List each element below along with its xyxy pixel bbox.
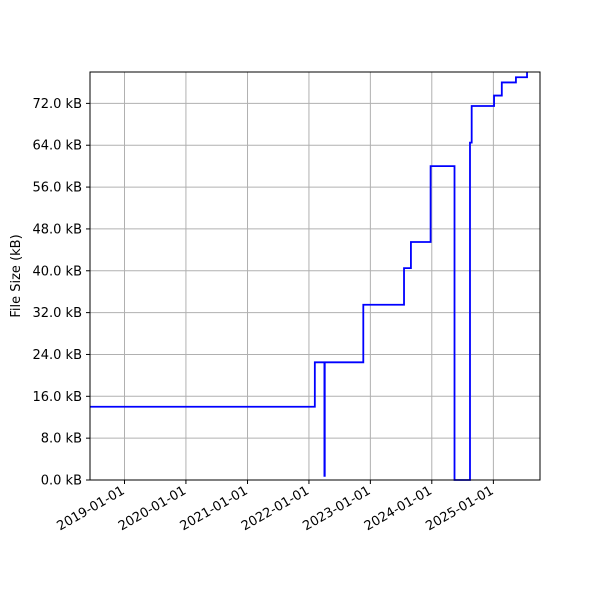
y-tick-label: 48.0 kB (32, 222, 82, 237)
x-tick-label: 2024-01-01 (362, 483, 435, 534)
x-tick-label: 2021-01-01 (178, 483, 251, 534)
y-tick-label: 64.0 kB (32, 139, 82, 154)
y-tick-label: 72.0 kB (32, 97, 82, 112)
y-tick-label: 56.0 kB (32, 181, 82, 196)
y-tick-label: 8.0 kB (41, 432, 82, 447)
y-tick-label: 24.0 kB (32, 348, 82, 363)
y-tick-label: 16.0 kB (32, 390, 82, 405)
x-tick-label: 2019-01-01 (55, 483, 128, 534)
x-tick-label: 2023-01-01 (300, 483, 373, 534)
y-tick-label: 40.0 kB (32, 264, 82, 279)
series-layer (90, 72, 528, 481)
plot-frame (89, 71, 541, 481)
y-tick-label: 32.0 kB (32, 306, 82, 321)
x-tick-label: 2020-01-01 (116, 483, 189, 534)
x-tick-label: 2022-01-01 (239, 483, 312, 534)
y-axis-label: File Size (kB) (9, 234, 24, 317)
x-tick-label: 2025-01-01 (423, 483, 496, 534)
grid-layer (90, 72, 540, 481)
ticks-layer: 2019-01-012020-01-012021-01-012022-01-01… (32, 97, 496, 534)
y-tick-label: 0.0 kB (41, 474, 82, 489)
file-size-series-line (90, 72, 528, 481)
